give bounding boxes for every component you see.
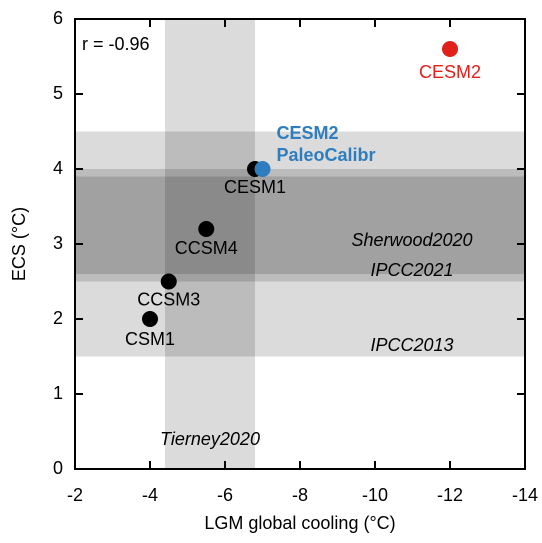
band (75, 169, 525, 282)
y-tick-label: 1 (53, 383, 63, 403)
y-tick-label: 3 (53, 233, 63, 253)
band-label: Tierney2020 (160, 429, 260, 449)
point-label: CSM1 (125, 329, 175, 349)
y-tick-label: 5 (53, 83, 63, 103)
point (254, 161, 271, 177)
x-tick-label: -12 (437, 485, 463, 505)
x-tick-label: -14 (512, 485, 538, 505)
y-tick-label: 2 (53, 308, 63, 328)
x-tick-label: -4 (142, 485, 158, 505)
point-label: CESM2 (277, 123, 339, 143)
point (442, 41, 458, 57)
y-axis-label: ECS (°C) (9, 207, 29, 281)
y-tick-label: 6 (53, 8, 63, 28)
point (160, 273, 177, 290)
band-label: Sherwood2020 (351, 230, 472, 250)
point-label: CESM1 (224, 177, 286, 197)
x-tick-label: -2 (67, 485, 83, 505)
annotation: r = -0.96 (82, 34, 150, 54)
point (142, 311, 158, 327)
point-label: PaleoCalibr (277, 145, 376, 165)
point-label: CESM2 (419, 62, 481, 82)
x-tick-label: -10 (362, 485, 388, 505)
band-label: IPCC2013 (370, 335, 453, 355)
point-label: CCSM4 (175, 238, 238, 258)
x-tick-label: -8 (292, 485, 308, 505)
point-label: CCSM3 (137, 289, 200, 309)
point (198, 221, 215, 237)
y-tick-label: 0 (53, 458, 63, 478)
band (75, 176, 525, 274)
x-tick-label: -6 (217, 485, 233, 505)
y-tick-label: 4 (53, 158, 63, 178)
band-label: IPCC2021 (370, 260, 453, 280)
x-axis-label: LGM global cooling (°C) (204, 513, 395, 533)
band (165, 19, 255, 469)
